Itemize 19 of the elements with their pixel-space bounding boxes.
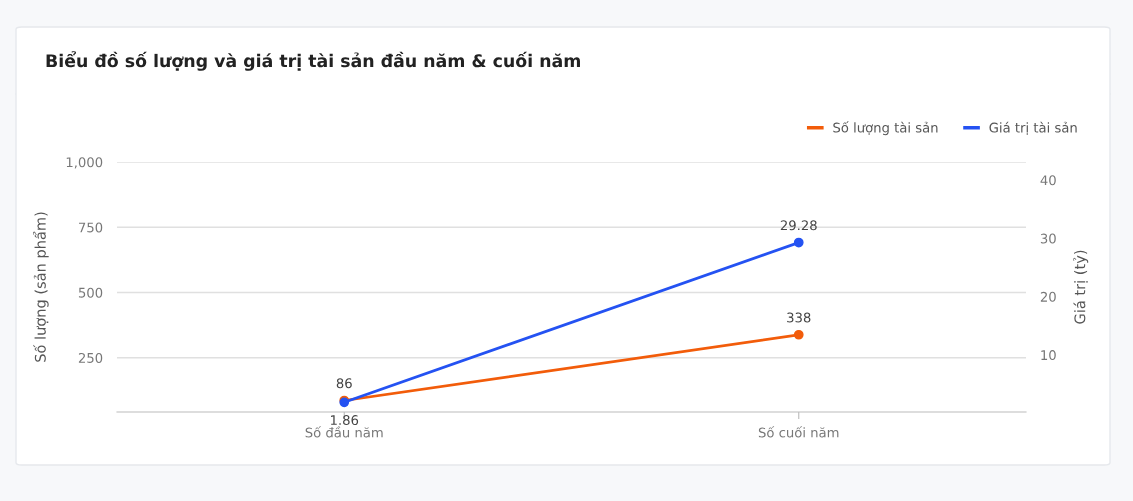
y2-tick-label: 20 [1040, 291, 1056, 302]
legend-label: Giá trị tài sản [989, 121, 1077, 135]
y-tick-label: 500 [78, 287, 103, 298]
y2-axis-title: Giá trị (tỷ) [1073, 250, 1089, 324]
y2-tick-label: 30 [1040, 233, 1056, 244]
data-label: 1.86 [331, 415, 359, 426]
y2-tick-label: 10 [1041, 350, 1056, 361]
y-tick-label: 750 [79, 222, 103, 233]
x-tick-label: Số đầu năm [305, 426, 383, 438]
data-label: 29.28 [780, 220, 817, 231]
legend-label: Số lượng tài sản [833, 121, 938, 136]
x-tick-label: Số cuối năm [758, 426, 839, 438]
y-tick-label: 250 [78, 352, 103, 363]
y2-tick-label: 40 [1040, 175, 1056, 186]
y-axis-title: Số lượng (sản phẩm) [33, 212, 49, 362]
y-tick-label: 1,000 [66, 157, 103, 169]
chart-title: Biểu đồ số lượng và giá trị tài sản đầu năm & cuối năm [46, 51, 580, 71]
data-label: 338 [787, 312, 811, 323]
data-label: 86 [336, 378, 352, 389]
